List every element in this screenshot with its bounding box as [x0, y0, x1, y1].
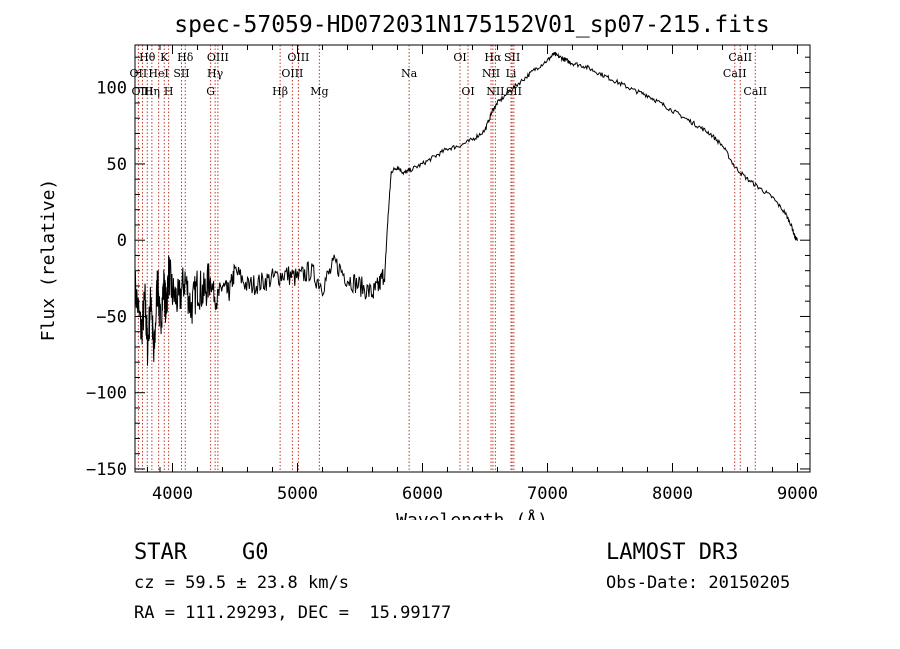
- line-label-22: SII: [504, 51, 520, 64]
- line-label-25: CaII: [728, 51, 752, 64]
- line-label-7: SII: [173, 67, 189, 80]
- line-label-3: K: [160, 51, 169, 64]
- redshift-text: cz = 59.5 ± 23.8 km/s: [134, 573, 349, 593]
- line-label-8: H: [164, 85, 174, 98]
- x-axis-label: Wavelength (Å): [396, 509, 548, 520]
- line-label-19: Hα: [484, 51, 502, 64]
- coordinates: RA = 111.29293, DEC = 15.99177: [134, 603, 452, 623]
- object-class: STAR: [134, 540, 187, 565]
- obs-date: Obs-Date: 20150205: [606, 573, 791, 593]
- x-tick-label-0: 4000: [152, 484, 193, 504]
- y-tick-label-4: 50: [107, 155, 127, 175]
- line-label-23: Li: [506, 67, 517, 80]
- plot-frame: [134, 44, 811, 473]
- y-tick-label-0: −150: [86, 460, 127, 480]
- line-label-11: G: [206, 85, 215, 98]
- y-tick-label-5: 100: [96, 79, 127, 99]
- x-tick-label-2: 6000: [402, 484, 443, 504]
- y-tick-label-1: −100: [86, 384, 127, 404]
- line-label-27: CaII: [743, 85, 767, 98]
- line-label-6: Hδ: [177, 51, 194, 64]
- line-label-13: OIII: [281, 67, 303, 80]
- line-label-0: Hθ: [139, 51, 156, 64]
- x-tick-label-5: 9000: [777, 484, 818, 504]
- line-label-21: NII: [486, 85, 504, 98]
- y-axis: −150 −100 −50 0 50 100: [86, 56, 810, 480]
- y-axis-label: Flux (relative): [38, 179, 59, 342]
- line-label-9: OIII: [207, 51, 229, 64]
- line-label-1: OII: [130, 67, 148, 80]
- line-label-14: Hβ: [272, 85, 288, 98]
- line-label-16: Na: [401, 67, 418, 80]
- spectral-line-labels: Hθ OII OIII K HeI Hη Hδ SII H OIII Hγ G OIII OIII Hβ Mg…: [130, 51, 768, 98]
- line-label-12: OIII: [287, 51, 309, 64]
- line-label-10: Hγ: [207, 67, 224, 80]
- y-tick-label-2: −50: [96, 307, 127, 327]
- line-label-17: OI: [453, 51, 466, 64]
- spectral-line-markers: [137, 45, 756, 472]
- chart-title: spec-57059-HD072031N175152V01_sp07-215.f…: [174, 12, 769, 38]
- x-tick-label-1: 5000: [277, 484, 318, 504]
- y-tick-label-3: 0: [117, 231, 127, 251]
- spectrum-line: [134, 51, 798, 366]
- line-label-18: OI: [461, 85, 474, 98]
- object-subclass: G0: [242, 540, 269, 565]
- line-label-4: HeI: [148, 67, 168, 80]
- line-label-2: OIII: [131, 85, 153, 98]
- spectrum-chart: spec-57059-HD072031N175152V01_sp07-215.f…: [38, 12, 818, 520]
- x-tick-label-3: 7000: [527, 484, 568, 504]
- x-tick-label-4: 8000: [652, 484, 693, 504]
- x-axis: 4000 5000 6000 7000 8000 9000: [147, 45, 818, 504]
- survey-name: LAMOST DR3: [606, 540, 739, 565]
- line-label-26: CaII: [723, 67, 747, 80]
- line-label-5: Hη: [144, 85, 160, 98]
- line-label-24: SII: [506, 85, 522, 98]
- line-label-20: NII: [482, 67, 500, 80]
- line-label-15: Mg: [310, 85, 328, 98]
